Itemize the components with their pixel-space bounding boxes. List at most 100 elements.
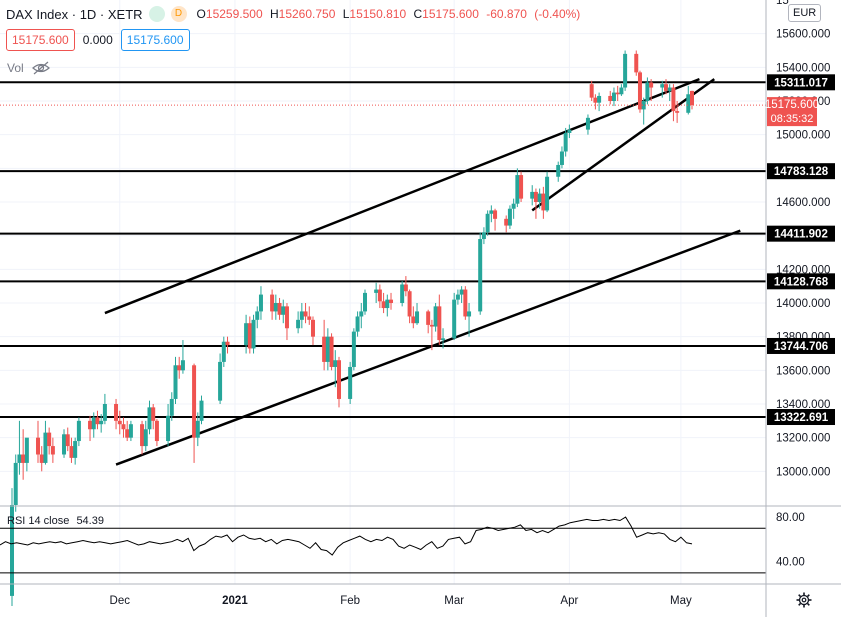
level-label-bg [767,225,835,242]
candle [24,437,29,463]
candle [637,72,642,110]
level-label-bg [767,163,835,180]
spread-value: 0.000 [82,33,113,47]
candle [195,420,200,438]
candle [225,341,230,346]
candle [481,232,486,240]
level-label: 14411.902 [774,229,828,241]
candle [13,462,18,505]
candle [537,193,542,202]
candle [663,84,668,91]
candle [519,175,524,199]
trend-line-lower [115,229,741,466]
volume-label: Vol [7,61,24,75]
candle [277,303,282,315]
candle [556,164,561,177]
candle [91,417,96,430]
candlestick-series [0,50,766,606]
trend-line-support [531,78,716,212]
gear-icon[interactable] [796,592,812,608]
candle [180,360,185,371]
level-label: 14128.768 [774,276,829,288]
symbol-title[interactable]: DAX Index · 1D · XETR [6,6,143,22]
candle [251,319,256,349]
buy-button[interactable]: 15175.600 [120,29,190,51]
candle [143,429,148,447]
candle [273,303,278,312]
y-tick-label: 13200.000 [776,433,830,445]
candle [377,289,382,302]
x-tick-label: May [670,595,692,607]
candle [325,336,330,362]
candle [258,294,263,312]
candle [533,191,538,202]
candle [671,87,676,112]
candle [459,289,464,295]
candle [363,292,368,312]
candle [597,95,602,103]
candle [389,299,394,303]
candle [467,311,472,317]
candle [322,336,327,362]
rsi-label: RSI 14 close [7,515,70,527]
close-value: 15175.600 [422,7,479,21]
volume-legend: Vol [7,61,50,75]
candle [407,291,412,317]
candle [221,341,226,362]
candle [69,446,74,458]
candle [381,301,386,309]
level-label: 15311.017 [774,77,828,89]
candle [65,434,70,447]
candle [686,94,691,113]
candle [649,82,654,88]
eye-off-icon[interactable] [31,61,50,75]
candle [645,82,650,101]
y-tick-label: 13000.000 [776,466,830,478]
candle [567,129,572,133]
high-value: 15260.750 [278,7,336,21]
candle [504,218,509,226]
candle [433,306,438,327]
trend-line-upper [104,77,700,315]
candle [218,361,223,401]
change-value: -60.870 [486,7,527,21]
rsi-value: 54.39 [76,515,104,527]
candle [307,316,312,320]
candle [429,324,434,327]
candle [296,319,301,329]
y-tick-label: 14000.000 [776,298,830,310]
candle [400,284,405,303]
candle [355,316,360,332]
candle [593,97,598,103]
candle [426,311,431,325]
level-label-bg [767,409,835,426]
candle [411,316,416,324]
sell-button[interactable]: 15175.600 [6,29,75,51]
currency-button[interactable]: EUR [788,4,822,22]
rsi-tick-label: 40.00 [776,557,805,569]
candle [299,311,304,320]
candle [173,365,178,399]
candle [634,53,639,73]
candle [166,415,171,442]
candle [140,424,145,447]
price-axis: 13000.00013200.00013400.00013600.0001380… [765,0,830,617]
x-tick-label: Apr [560,595,578,607]
candle [351,331,356,367]
candle [660,84,665,88]
candle [667,87,672,91]
candle [608,95,613,101]
candle [463,289,468,317]
candle [117,420,122,425]
candle [485,213,490,233]
candle [47,432,52,447]
candle [333,360,338,367]
candle [441,338,446,341]
x-tick-label: Mar [444,595,464,607]
candle [507,208,512,226]
y-tick-label: 15 [776,0,789,7]
candle [10,505,14,596]
candle [121,424,126,430]
candle [99,420,104,425]
